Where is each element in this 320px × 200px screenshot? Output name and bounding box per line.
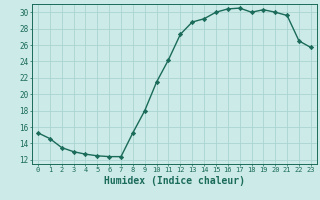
X-axis label: Humidex (Indice chaleur): Humidex (Indice chaleur) (104, 176, 245, 186)
